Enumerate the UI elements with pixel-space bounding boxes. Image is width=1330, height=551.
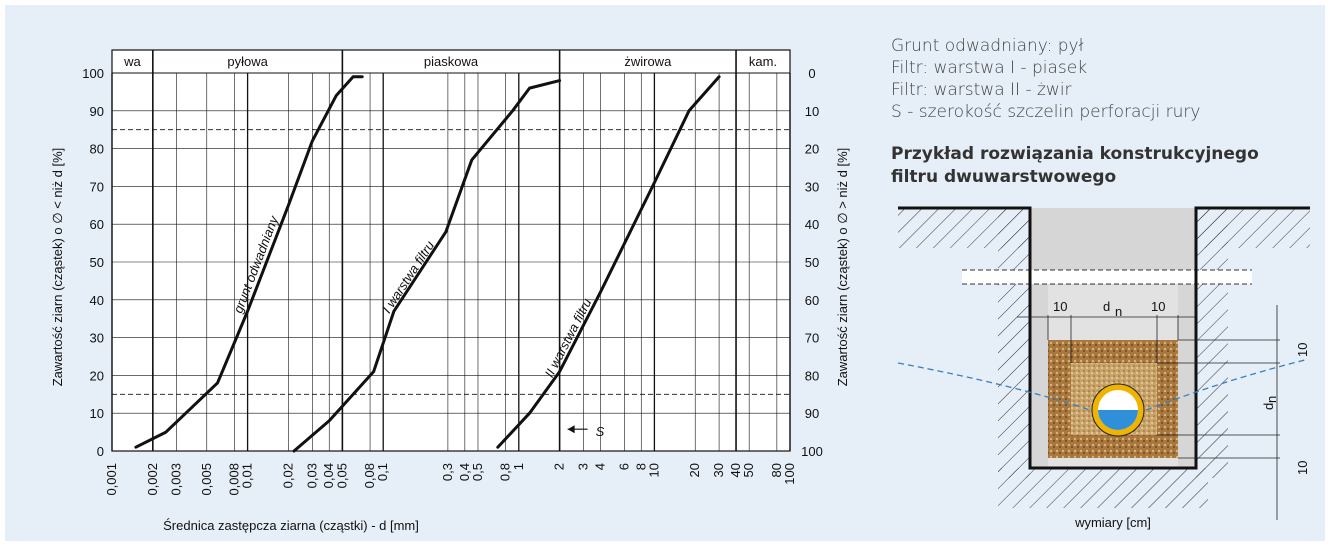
soil — [998, 208, 1030, 478]
y-tick-label: 80 — [90, 142, 104, 157]
x-tick-label: 50 — [741, 463, 756, 477]
x-tick-label: 0,005 — [199, 463, 214, 496]
x-tick-label: 0,3 — [440, 463, 455, 481]
x-tick-label: 20 — [687, 463, 702, 477]
y2-tick-label: 50 — [805, 255, 819, 270]
y2-tick-label: 20 — [805, 142, 819, 157]
dimension-label: 10 — [1151, 299, 1165, 314]
x-tick-label: 100 — [782, 463, 797, 485]
dimension-label: n — [1264, 396, 1279, 403]
chart: Średnica zastępcza ziarna (cząstki) - d … — [50, 49, 1310, 533]
dimension-label: 10 — [1295, 343, 1310, 357]
y-tick-label: 90 — [90, 104, 104, 119]
y-tick-label: 100 — [82, 66, 104, 81]
note: Filtr: warstwa II - żwir — [891, 80, 1072, 100]
x-tick-label: 0,01 — [240, 463, 255, 488]
x-tick-label: 0,8 — [498, 463, 513, 481]
y-tick-label: 60 — [90, 217, 104, 232]
y-tick-label: 10 — [90, 406, 104, 421]
note: S - szerokość szczelin perforacji rury — [891, 102, 1201, 122]
x-tick-label: 0,5 — [470, 463, 485, 481]
x-tick-label: 0,002 — [145, 463, 160, 496]
dimension-label: 10 — [1053, 299, 1067, 314]
diagram-title: Przykład rozwiązania konstrukcyjnego fil… — [891, 144, 1259, 187]
x-tick-label: 0,4 — [457, 463, 472, 481]
soil — [998, 468, 1208, 508]
curve — [134, 75, 364, 449]
y2-tick-label: 80 — [805, 368, 819, 383]
x-tick-label: 0,001 — [104, 463, 119, 496]
diagram-caption: wymiary [cm] — [1074, 515, 1151, 530]
x-tick-label: 0,05 — [334, 463, 349, 488]
fraction-label: kam. — [749, 54, 777, 69]
x-tick-label: 0,02 — [280, 463, 295, 488]
note: Filtr: warstwa I - piasek — [891, 58, 1088, 78]
x-tick-label: 3 — [575, 463, 590, 470]
arrow-head — [567, 425, 575, 434]
break — [962, 270, 1252, 284]
x-tick-label: 0,003 — [169, 463, 184, 496]
y2-tick-label: 100 — [801, 444, 823, 459]
y2-tick-label: 40 — [805, 217, 819, 232]
fraction-label: wa — [123, 54, 141, 69]
x-tick-label: 0,1 — [375, 463, 390, 481]
soil — [1196, 208, 1310, 248]
fraction-label: pyłowa — [227, 54, 268, 69]
x-tick-label: 0,03 — [304, 463, 319, 488]
x-tick-label: 4 — [592, 463, 607, 470]
dimension-label: d — [1103, 299, 1110, 314]
y-tick-label: 20 — [90, 368, 104, 383]
x-tick-label: 2 — [552, 463, 567, 470]
fraction-label: piaskowa — [424, 54, 479, 69]
diagram: 10 d n 10 10 d n 10 wymiary [cm] — [897, 206, 1310, 530]
curve — [292, 79, 562, 453]
soil — [1196, 208, 1228, 478]
y2-tick-label: 30 — [805, 179, 819, 194]
page: Średnica zastępcza ziarna (cząstki) - d … — [5, 5, 1325, 541]
y2-tick-label: 70 — [805, 331, 819, 346]
y2-axis-label: Zawartość ziarn (cząstek) o ∅ > niż d [%… — [835, 148, 850, 387]
x-tick-label: 80 — [769, 463, 784, 477]
fraction-label: żwirowa — [624, 54, 672, 69]
curve — [496, 75, 721, 449]
dimension-label: n — [1115, 304, 1122, 319]
plot-area — [111, 49, 791, 452]
x-tick-label: 1 — [511, 463, 526, 470]
annotation: S — [596, 424, 605, 439]
x-tick-label: 30 — [711, 463, 726, 477]
water-table — [897, 359, 1306, 411]
x-tick-label: 6 — [616, 463, 631, 470]
x-tick-label: 0,04 — [321, 463, 336, 488]
trench-outline — [898, 206, 1310, 470]
x-axis-label: Średnica zastępcza ziarna (cząstki) - d … — [163, 518, 419, 533]
x-tick-label: 0,08 — [362, 463, 377, 488]
x-tick-label: 10 — [646, 463, 661, 477]
pipe-edge — [1091, 383, 1145, 437]
x-tick-label: 0,008 — [226, 463, 241, 496]
y-tick-label: 0 — [97, 444, 104, 459]
x-tick-label: 40 — [728, 463, 743, 477]
y-axis-label: Zawartość ziarn (cząstek) o ∅ < niż d [%… — [50, 148, 65, 387]
x-tick-label: 8 — [633, 463, 648, 470]
dimension-label: 10 — [1295, 461, 1310, 475]
dimension-label: d — [1261, 403, 1276, 410]
y2-tick-label: 90 — [805, 406, 819, 421]
water — [1098, 410, 1138, 430]
y-tick-label: 70 — [90, 179, 104, 194]
note: Grunt odwadniany: pył — [891, 36, 1084, 56]
y-tick-label: 50 — [90, 255, 104, 270]
y2-tick-label: 60 — [805, 293, 819, 308]
y-tick-label: 30 — [90, 331, 104, 346]
y2-tick-label: 0 — [808, 66, 815, 81]
dimension-lines — [1017, 305, 1280, 520]
y-tick-label: 40 — [90, 293, 104, 308]
y2-tick-label: 10 — [805, 104, 819, 119]
